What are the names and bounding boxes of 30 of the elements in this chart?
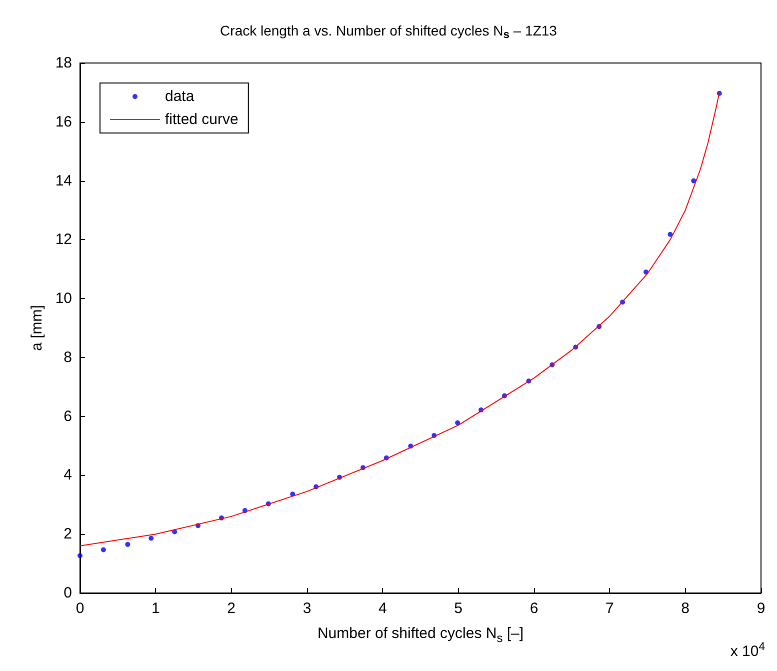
point — [78, 553, 82, 558]
legend-label: data — [165, 88, 195, 105]
x-tick-label: 8 — [681, 600, 690, 617]
x-tick-label: 7 — [605, 600, 614, 617]
y-tick-label: 0 — [64, 584, 72, 602]
x-tick-label: 4 — [378, 600, 387, 617]
point — [455, 420, 460, 426]
point — [148, 536, 154, 541]
y-tick-label: 6 — [64, 408, 72, 425]
point — [668, 232, 673, 237]
y-tick-label: 14 — [55, 172, 72, 190]
x-tick-label: 2 — [227, 600, 236, 617]
y-tick-label: 10 — [55, 290, 72, 308]
x-tick-label: 3 — [302, 600, 312, 617]
x-tick-label: 5 — [454, 600, 463, 617]
legend-label: fitted curve — [165, 111, 238, 128]
x-tick-label: 0 — [76, 600, 84, 617]
x-tick-label: 6 — [530, 600, 538, 617]
point — [125, 542, 130, 547]
x-tick-label: 1 — [151, 600, 160, 617]
y-tick-label: 4 — [64, 466, 72, 484]
y-tick-label: 16 — [55, 113, 72, 130]
point — [691, 178, 696, 184]
y-tick-label: 8 — [64, 348, 72, 366]
x-tick-label: 9 — [756, 600, 766, 617]
point — [100, 547, 106, 552]
y-tick-label: 18 — [55, 54, 72, 72]
y-tick-label: 12 — [55, 231, 72, 248]
y-axis-title: a [mm] — [28, 305, 46, 351]
y-tick-label: 2 — [64, 526, 72, 543]
